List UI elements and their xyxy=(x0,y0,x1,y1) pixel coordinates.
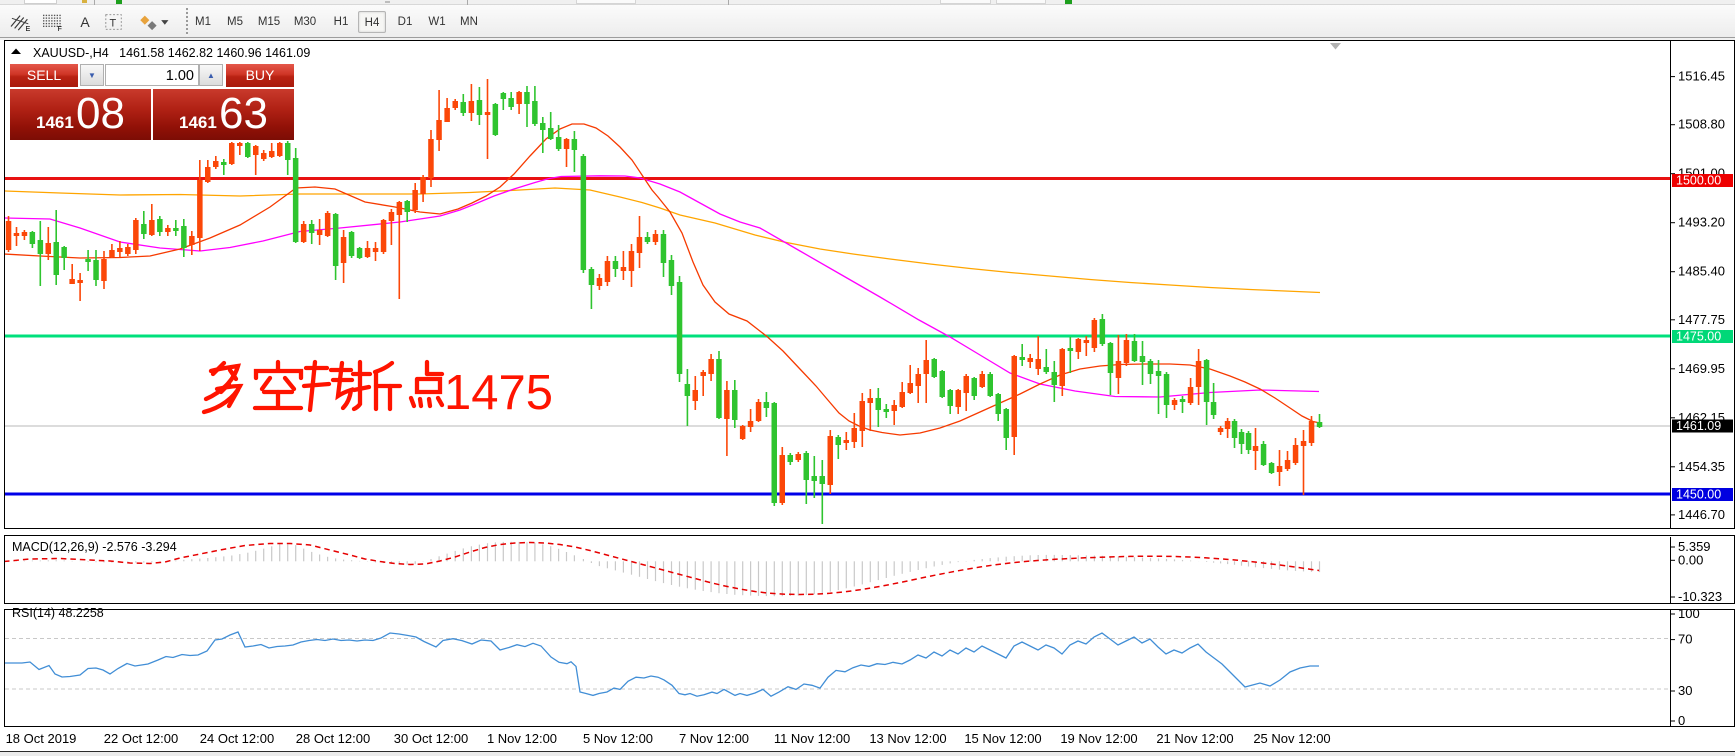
svg-text:7 Nov 12:00: 7 Nov 12:00 xyxy=(679,731,749,746)
svg-text:100: 100 xyxy=(1678,606,1700,621)
svg-text:1500.00: 1500.00 xyxy=(1676,174,1721,188)
svg-text:30 Oct 12:00: 30 Oct 12:00 xyxy=(394,731,468,746)
svg-text:18 Oct 2019: 18 Oct 2019 xyxy=(6,731,77,746)
svg-text:1469.95: 1469.95 xyxy=(1678,361,1725,376)
svg-text:5 Nov 12:00: 5 Nov 12:00 xyxy=(583,731,653,746)
svg-text:MACD(12,26,9) -2.576 -3.294: MACD(12,26,9) -2.576 -3.294 xyxy=(12,540,177,554)
svg-text:1477.75: 1477.75 xyxy=(1678,312,1725,327)
svg-text:1508.80: 1508.80 xyxy=(1678,117,1725,132)
svg-text:1454.35: 1454.35 xyxy=(1678,459,1725,474)
svg-text:1485.40: 1485.40 xyxy=(1678,264,1725,279)
svg-text:19 Nov 12:00: 19 Nov 12:00 xyxy=(1060,731,1137,746)
svg-text:15 Nov 12:00: 15 Nov 12:00 xyxy=(964,731,1041,746)
svg-text:24 Oct 12:00: 24 Oct 12:00 xyxy=(200,731,274,746)
svg-text:25 Nov 12:00: 25 Nov 12:00 xyxy=(1253,731,1330,746)
svg-text:1446.70: 1446.70 xyxy=(1678,507,1725,522)
svg-text:21 Nov 12:00: 21 Nov 12:00 xyxy=(1156,731,1233,746)
svg-text:28 Oct 12:00: 28 Oct 12:00 xyxy=(296,731,370,746)
svg-text:0.00: 0.00 xyxy=(1678,552,1703,567)
svg-text:0: 0 xyxy=(1678,713,1685,728)
svg-text:1475: 1475 xyxy=(444,366,553,420)
svg-text:13 Nov 12:00: 13 Nov 12:00 xyxy=(869,731,946,746)
svg-text:RSI(14) 48.2258: RSI(14) 48.2258 xyxy=(12,606,104,620)
svg-text:1450.00: 1450.00 xyxy=(1676,488,1721,502)
svg-text:-10.323: -10.323 xyxy=(1678,589,1722,604)
svg-text:1493.20: 1493.20 xyxy=(1678,215,1725,230)
svg-text:1475.00: 1475.00 xyxy=(1676,330,1721,344)
svg-text:11 Nov 12:00: 11 Nov 12:00 xyxy=(774,731,850,746)
svg-text:1461.09: 1461.09 xyxy=(1676,419,1721,433)
svg-text:1516.45: 1516.45 xyxy=(1678,69,1725,84)
svg-text:F: F xyxy=(58,24,63,32)
svg-text:5.359: 5.359 xyxy=(1678,539,1711,554)
svg-text:E: E xyxy=(26,24,31,32)
svg-text:22 Oct 12:00: 22 Oct 12:00 xyxy=(104,731,178,746)
svg-text:XAUUSD-,H4 1461.58 1462.82 1: XAUUSD-,H4 1461.58 1462.82 1460.96 1461.… xyxy=(33,46,310,60)
svg-text:T: T xyxy=(109,18,116,30)
svg-text:1 Nov 12:00: 1 Nov 12:00 xyxy=(487,731,557,746)
svg-text:70: 70 xyxy=(1678,632,1692,647)
svg-text:30: 30 xyxy=(1678,683,1692,698)
